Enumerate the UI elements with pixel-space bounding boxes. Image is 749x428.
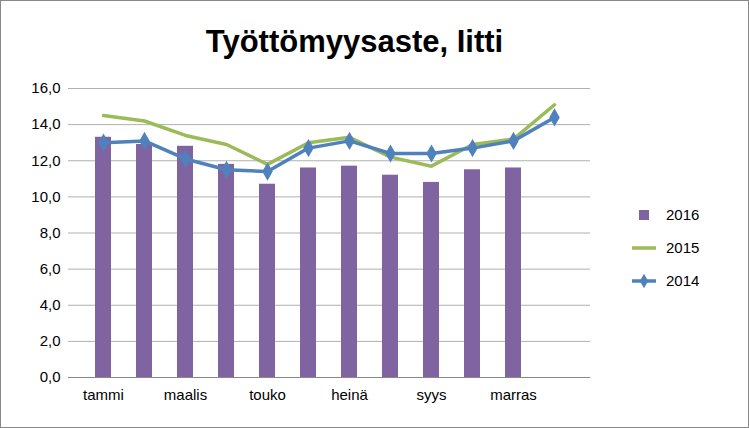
html-text:2014: 2014 xyxy=(666,272,700,289)
svg-text:marras: marras xyxy=(490,386,537,403)
svg-text:2,0: 2,0 xyxy=(40,332,61,349)
svg-text:8,0: 8,0 xyxy=(40,224,61,241)
html-text:2016: 2016 xyxy=(666,206,700,223)
svg-text:16,0: 16,0 xyxy=(31,79,60,96)
svg-text:0,0: 0,0 xyxy=(40,368,61,385)
html-text:2015: 2015 xyxy=(666,239,700,256)
svg-text:12,0: 12,0 xyxy=(31,152,60,169)
svg-text:6,0: 6,0 xyxy=(40,260,61,277)
svg-text:4,0: 4,0 xyxy=(40,296,61,313)
svg-text:tammi: tammi xyxy=(83,386,124,403)
svg-text:maalis: maalis xyxy=(164,386,207,403)
svg-text:14,0: 14,0 xyxy=(31,115,60,132)
html-text:Työttömyysaste, Iitti: Työttömyysaste, Iitti xyxy=(205,24,504,59)
svg-text:10,0: 10,0 xyxy=(31,188,60,205)
svg-text:heinä: heinä xyxy=(331,386,368,403)
svg-text:touko: touko xyxy=(249,386,286,403)
svg-text:syys: syys xyxy=(417,386,447,403)
